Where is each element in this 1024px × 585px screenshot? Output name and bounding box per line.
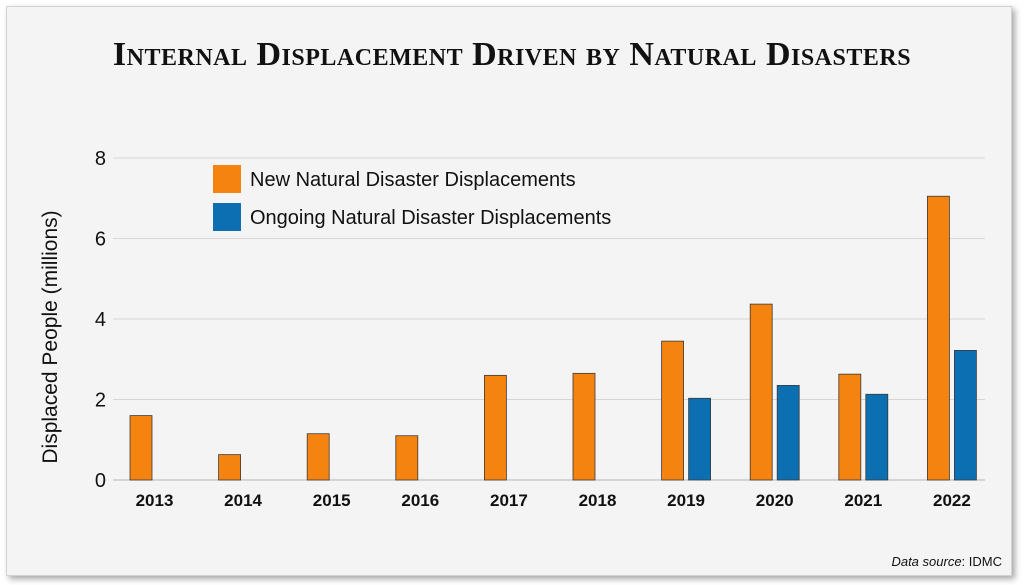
- x-tick-label-2016: 2016: [401, 491, 439, 510]
- bar-2021-series-1: [838, 373, 862, 481]
- bar-2020-series-2: [776, 385, 800, 481]
- bar-2019-series-2: [688, 397, 711, 481]
- y-tick-label-6: 6: [95, 229, 106, 251]
- bar-2016-series-1: [395, 435, 419, 481]
- bar-2014-series-1: [218, 454, 242, 481]
- legend-swatch-1: [213, 165, 241, 193]
- data-source-value: : IDMC: [961, 554, 1002, 569]
- bar-2015-series-1: [306, 433, 330, 481]
- data-source-label: Data source: [891, 554, 962, 569]
- chart-title: Internal Displacement Driven by Natural …: [112, 36, 912, 73]
- x-tick-label-2020: 2020: [756, 491, 794, 510]
- y-tick-label-4: 4: [95, 309, 106, 331]
- x-tick-label-2017: 2017: [490, 491, 528, 510]
- x-tick-label-2019: 2019: [667, 491, 705, 510]
- y-axis-label: Displaced People (millions): [39, 210, 62, 463]
- bar-2017-series-1: [483, 374, 507, 481]
- x-tick-label-2014: 2014: [224, 491, 262, 510]
- data-source-note: Data source: IDMC: [891, 554, 1002, 569]
- y-tick-label-2: 2: [95, 390, 106, 412]
- bar-2021-series-2: [865, 393, 889, 481]
- y-tick-label-0: 0: [95, 470, 106, 492]
- bar-2018-series-1: [572, 372, 596, 481]
- x-tick-label-2021: 2021: [844, 491, 882, 510]
- y-tick-label-8: 8: [95, 148, 106, 170]
- legend-label-1: New Natural Disaster Displacements: [250, 169, 576, 191]
- legend-swatch-2: [213, 203, 241, 231]
- x-tick-label-2013: 2013: [136, 491, 174, 510]
- x-tick-label-2015: 2015: [313, 491, 351, 510]
- chart-frame: [6, 6, 1012, 576]
- legend-label-2: Ongoing Natural Disaster Displacements: [250, 207, 611, 229]
- x-tick-label-2018: 2018: [579, 491, 617, 510]
- bar-2013-series-1: [129, 415, 153, 481]
- bar-2019-series-1: [661, 340, 684, 481]
- bar-2022-series-2: [954, 349, 977, 481]
- bar-2022-series-1: [927, 195, 950, 481]
- bar-2020-series-1: [749, 303, 773, 481]
- x-tick-label-2022: 2022: [933, 491, 971, 510]
